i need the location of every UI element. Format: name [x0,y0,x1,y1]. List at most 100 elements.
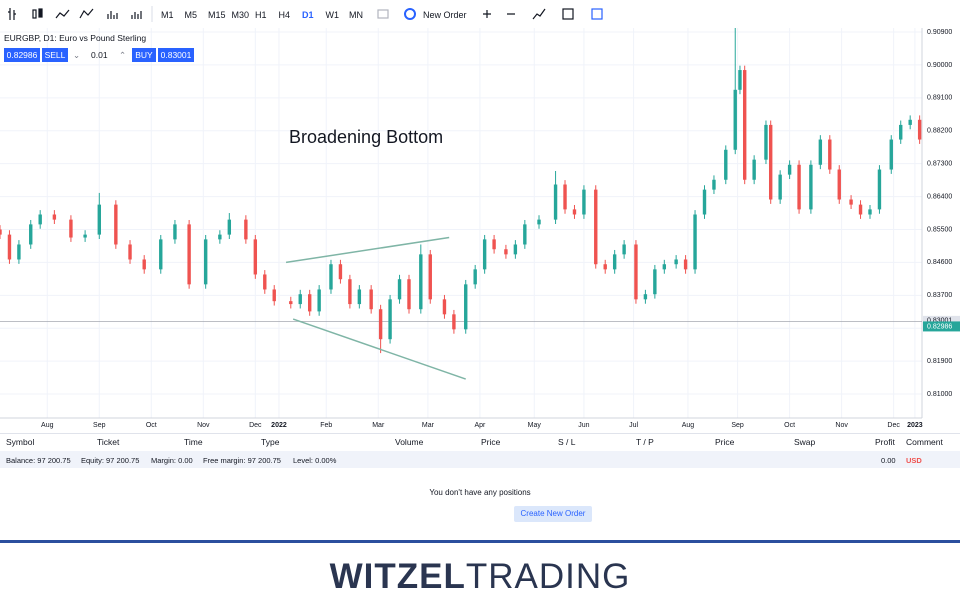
y-tick-label: 0.81000 [927,391,952,398]
candle-body [244,219,248,240]
candle-body [338,264,343,280]
x-tick-label: Mar [372,422,385,429]
timeframe[interactable]: M5 [184,10,198,20]
buy-price[interactable]: 0.83001 [158,48,194,62]
create-order-button[interactable]: Create New Order [514,506,592,522]
candle-body [173,224,177,240]
x-tick-label: 2022 [271,422,287,429]
lot-input[interactable]: 0.01 [91,50,108,60]
candle-body [187,224,191,285]
timeframe[interactable]: W1 [325,10,340,20]
candle-body [369,289,373,310]
candle-body [272,289,276,302]
indicator-icon[interactable] [532,8,546,20]
x-tick-label: Nov [197,422,210,429]
sell-button[interactable]: SELL [42,48,68,62]
candle-body [752,159,756,180]
x-tick-label: Apr [474,422,486,429]
y-tick-label: 0.85500 [927,226,952,233]
candle-body [492,239,496,250]
candle-body [702,189,707,215]
candle-body [482,239,487,270]
timeframe[interactable]: MN [349,10,363,20]
y-tick-label: 0.89100 [927,95,952,102]
candle-body [378,309,383,340]
y-tick-label: 0.86400 [927,193,952,200]
x-tick-label: Jun [578,422,589,429]
candle-body [397,279,402,300]
candle-body [828,139,832,170]
timeframe[interactable]: H4 [278,10,291,20]
order-icon[interactable] [404,8,416,20]
calendar-icon[interactable] [562,8,574,20]
candle-body [764,124,768,160]
candle-body [582,189,586,215]
candle-body [128,244,132,260]
sell-price[interactable]: 0.82986 [4,48,40,62]
timeframe[interactable]: D1 [302,10,314,20]
candle-body [348,279,352,305]
candle-body [643,294,648,300]
column-header: Comment [906,437,943,447]
screenshot-icon [377,9,389,19]
journal-icon[interactable] [591,8,603,20]
timeframe[interactable]: M1 [161,10,174,20]
candle-body [218,234,222,240]
candle-body [572,209,577,215]
candle-body [662,264,667,270]
balance-item: Level: 0.00% [293,456,337,465]
x-tick-label: Jul [629,422,638,429]
candle-body [263,274,267,290]
candle-body [563,184,567,210]
ask-label: 0.83001 [927,318,952,325]
candle-body [317,289,321,312]
candle-body [899,124,903,140]
candle-body [693,214,697,270]
candle-body [159,239,163,270]
candle-body [868,209,872,215]
area-icon [79,8,94,19]
candle-body [733,89,737,150]
candle-body [69,219,73,238]
candle-body [537,219,541,225]
x-tick-label: May [528,422,542,429]
candle-body [908,119,912,125]
timeframe[interactable]: M15 [208,10,226,20]
candle-body [917,119,922,140]
x-tick-label: Feb [320,422,332,429]
x-tick-label: 2023 [907,422,923,429]
candle-body [523,224,527,245]
candle-body [442,299,447,315]
column-header: Profit [875,437,895,447]
x-tick-label: Sep [731,422,744,429]
footer-rule [0,540,960,543]
timeframe[interactable]: H1 [255,10,267,20]
x-tick-label: Oct [146,422,157,429]
candle-body [594,189,598,265]
candle-body [38,214,42,225]
candle-body [787,164,792,175]
candle-body [877,169,882,210]
profit: 0.00 [881,456,896,465]
candle-body [634,244,638,300]
balance-item: Equity: 97 200.75 [81,456,140,465]
toolbar: M1 M5 M15 M30 H1 H4 D1 W1 MN New Order [0,0,960,29]
buy-button[interactable]: BUY [132,48,156,62]
candle-body [29,224,33,245]
x-tick-label: Oct [784,422,795,429]
column-header: Symbol [6,437,35,447]
candle-body [388,299,392,340]
x-tick-label: Nov [835,422,848,429]
column-header: Price [715,437,735,447]
zoom-icons[interactable] [483,10,515,18]
toolbar-icons [8,6,603,22]
candle-body [742,70,747,180]
column-header: Volume [395,437,424,447]
balance-row [0,451,960,468]
candle-body [307,294,312,312]
bid-label: 0.82986 [927,323,952,330]
candle-body [17,244,21,260]
timeframe[interactable]: M30 [231,10,250,20]
new-order[interactable]: New Order [423,10,467,20]
